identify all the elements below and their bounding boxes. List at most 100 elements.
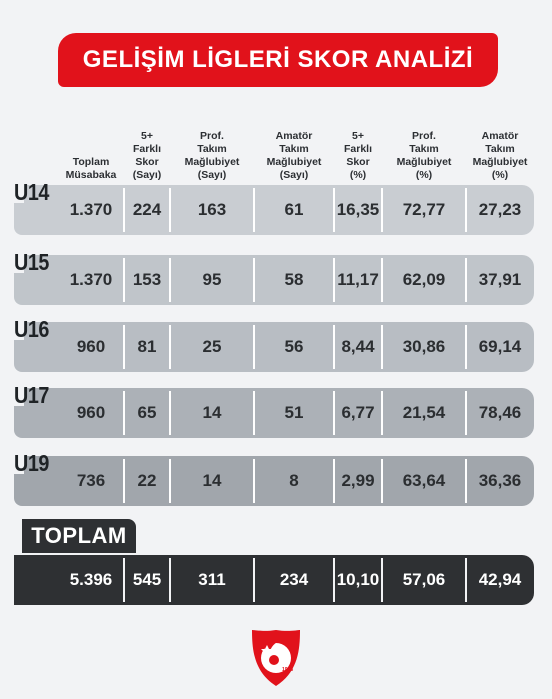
total-cell: 545 [132, 570, 162, 589]
cell-divider [253, 258, 255, 302]
table-cell: 224 [132, 200, 162, 219]
column-header-line: (Sayı) [197, 169, 227, 181]
column-header-line: Farklı [343, 143, 372, 155]
cell-divider [465, 391, 467, 435]
table-cell: 8,44 [341, 337, 375, 356]
total-cell: 57,06 [402, 570, 446, 589]
column-header-line: 5+ [141, 130, 153, 142]
column-header: 5+ Farklı Skor (Sayı) [124, 112, 170, 182]
total-cell: 311 [198, 570, 226, 589]
table-cell: 163 [197, 200, 227, 219]
table-row: U15 1.370 153 95 58 11,17 62,09 37,91 [0, 249, 552, 305]
table-cell: 1.370 [69, 200, 113, 219]
total-row: 5.396 545 311 234 10,10 57,06 42,94 [14, 555, 534, 605]
column-header: Toplam Müsabaka [58, 112, 124, 182]
column-header: Prof. Takım Mağlubiyet (%) [382, 112, 466, 182]
cell-divider [253, 391, 255, 435]
cell-divider [169, 459, 171, 503]
total-label-text: TOPLAM [31, 523, 127, 548]
page-title: GELİŞİM LİGLERİ SKOR ANALİZİ [82, 46, 474, 73]
total-cell: 5.396 [69, 570, 113, 589]
column-header-line: (%) [491, 169, 509, 181]
table-cell: 14 [202, 403, 222, 422]
column-header-line: Takım [279, 143, 309, 155]
cell-divider [333, 325, 335, 369]
column-header-line: Prof. [412, 130, 436, 142]
table-cell: 960 [76, 337, 106, 356]
column-header-line: Amatör [275, 130, 313, 142]
column-header-line: Skor [135, 156, 159, 168]
cell-divider [123, 258, 125, 302]
column-header-line: Toplam [72, 156, 110, 168]
cell-divider [169, 258, 171, 302]
table-cell: 78,46 [478, 403, 522, 422]
row-bar [24, 388, 534, 438]
cell-divider [123, 391, 125, 435]
cell-divider [169, 558, 171, 602]
column-header: 5+ Farklı Skor (%) [334, 112, 382, 182]
table-cell: 8 [289, 471, 299, 490]
cell-divider [333, 258, 335, 302]
table-cell: 14 [202, 471, 222, 490]
table-cell: 960 [76, 403, 106, 422]
total-cell: 234 [279, 570, 309, 589]
cell-divider [253, 188, 255, 232]
column-header-line: (Sayı) [132, 169, 162, 181]
row-label: U15 [14, 249, 50, 275]
column-header-line: Farklı [132, 143, 161, 155]
column-header-line: 5+ [352, 130, 364, 142]
row-bar [24, 255, 534, 305]
column-header-line: Amatör [481, 130, 519, 142]
column-header-line: Takım [197, 143, 227, 155]
table-cell: 69,14 [478, 337, 522, 356]
logo-year: 1923 [282, 667, 293, 673]
table-cell: 16,35 [336, 200, 380, 219]
table-cell: 153 [132, 270, 162, 289]
table-cell: 72,77 [402, 200, 446, 219]
column-header: Amatör Takım Mağlubiyet (Sayı) [254, 112, 334, 182]
cell-divider [123, 325, 125, 369]
column-header-line: Takım [409, 143, 439, 155]
table-cell: 2,99 [341, 471, 375, 490]
row-label: U14 [14, 179, 50, 205]
table-row: U14 1.370 224 163 61 16,35 72,77 27,23 [0, 179, 552, 235]
table-cell: 37,91 [478, 270, 522, 289]
row-bar [24, 456, 534, 506]
table-cell: 736 [76, 471, 106, 490]
table-cell: 95 [202, 270, 222, 289]
cell-divider [381, 459, 383, 503]
total-cell: 42,94 [478, 570, 522, 589]
cell-divider [333, 459, 335, 503]
row-label: U16 [14, 316, 50, 342]
cell-divider [381, 188, 383, 232]
row-label: U17 [14, 382, 50, 408]
table-cell: 56 [284, 337, 304, 356]
column-header-line: Mağlubiyet [266, 156, 322, 168]
cell-divider [253, 325, 255, 369]
table-cell: 6,77 [341, 403, 375, 422]
table-cell: 81 [137, 337, 157, 356]
column-header-line: Skor [346, 156, 370, 168]
table-cell: 30,86 [402, 337, 446, 356]
column-header-line: Takım [485, 143, 515, 155]
table-cell: 36,36 [478, 471, 522, 490]
table-cell: 11,17 [337, 270, 379, 289]
table-cell: 51 [284, 403, 304, 422]
table-cell: 65 [137, 403, 157, 422]
cell-divider [465, 558, 467, 602]
cell-divider [381, 258, 383, 302]
column-header-line: Mağlubiyet [396, 156, 452, 168]
cell-divider [169, 391, 171, 435]
table-cell: 1.370 [69, 270, 113, 289]
table-cell: 58 [284, 270, 304, 289]
row-bar [24, 185, 534, 235]
total-label: TOPLAM [22, 519, 136, 553]
title-banner: GELİŞİM LİGLERİ SKOR ANALİZİ [58, 33, 498, 87]
cell-divider [123, 188, 125, 232]
total-cell: 10,10 [336, 570, 380, 589]
column-header-line: Mağlubiyet [472, 156, 528, 168]
table-cell: 61 [284, 200, 304, 219]
cell-divider [333, 558, 335, 602]
cell-divider [465, 325, 467, 369]
cell-divider [381, 558, 383, 602]
